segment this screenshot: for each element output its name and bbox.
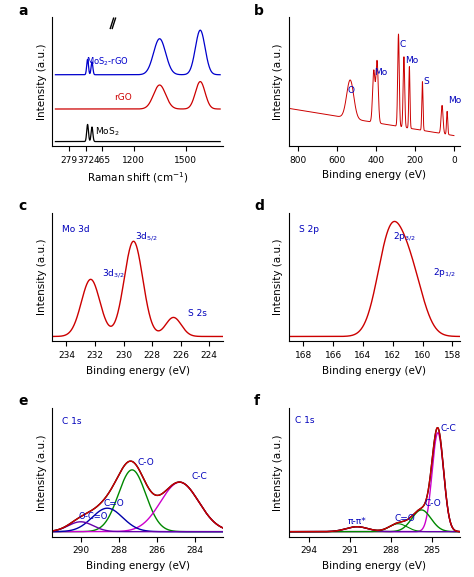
Text: C-C: C-C bbox=[191, 471, 207, 481]
Text: rGO: rGO bbox=[114, 93, 132, 102]
Y-axis label: Intensity (a.u.): Intensity (a.u.) bbox=[273, 239, 283, 315]
Text: C: C bbox=[400, 40, 406, 50]
Text: f: f bbox=[254, 395, 260, 409]
Text: π-π*: π-π* bbox=[347, 517, 366, 526]
X-axis label: Binding energy (eV): Binding energy (eV) bbox=[86, 561, 190, 571]
Text: 3d$_{5/2}$: 3d$_{5/2}$ bbox=[135, 231, 158, 243]
Text: b: b bbox=[254, 3, 264, 18]
Text: Mo: Mo bbox=[405, 56, 418, 65]
Text: MoS$_2$-rGO: MoS$_2$-rGO bbox=[86, 55, 129, 68]
Text: c: c bbox=[18, 199, 26, 213]
Y-axis label: Intensity (a.u.): Intensity (a.u.) bbox=[36, 43, 46, 120]
X-axis label: Binding energy (eV): Binding energy (eV) bbox=[322, 365, 426, 376]
Text: d: d bbox=[254, 199, 264, 213]
Text: C-O: C-O bbox=[424, 499, 441, 508]
Text: C 1s: C 1s bbox=[62, 417, 81, 425]
Text: 2p$_{1/2}$: 2p$_{1/2}$ bbox=[433, 266, 456, 279]
Y-axis label: Intensity (a.u.): Intensity (a.u.) bbox=[36, 434, 46, 511]
Y-axis label: Intensity (a.u.): Intensity (a.u.) bbox=[36, 239, 46, 315]
Y-axis label: Intensity (a.u.): Intensity (a.u.) bbox=[273, 434, 283, 511]
Text: e: e bbox=[18, 395, 27, 409]
Text: C 1s: C 1s bbox=[295, 416, 315, 425]
X-axis label: Binding energy (eV): Binding energy (eV) bbox=[322, 170, 426, 180]
Text: 3d$_{3/2}$: 3d$_{3/2}$ bbox=[102, 268, 125, 280]
Text: C=O: C=O bbox=[394, 514, 415, 523]
Text: Mo 3d: Mo 3d bbox=[62, 224, 90, 234]
Text: O: O bbox=[347, 87, 354, 95]
Text: C-C: C-C bbox=[441, 424, 456, 433]
Y-axis label: Intensity (a.u.): Intensity (a.u.) bbox=[273, 43, 283, 120]
Text: S: S bbox=[423, 77, 429, 87]
Text: a: a bbox=[18, 3, 27, 18]
Text: C=O: C=O bbox=[103, 499, 124, 508]
X-axis label: Binding energy (eV): Binding energy (eV) bbox=[322, 561, 426, 571]
Text: S 2s: S 2s bbox=[188, 309, 207, 317]
Text: MoS$_2$: MoS$_2$ bbox=[95, 126, 120, 138]
Text: S 2p: S 2p bbox=[299, 224, 319, 234]
Text: Mo: Mo bbox=[374, 69, 388, 77]
Text: 2p$_{3/2}$: 2p$_{3/2}$ bbox=[393, 231, 416, 243]
X-axis label: Binding energy (eV): Binding energy (eV) bbox=[86, 365, 190, 376]
X-axis label: Raman shift (cm$^{-1}$): Raman shift (cm$^{-1}$) bbox=[87, 170, 189, 185]
Text: C-O: C-O bbox=[138, 458, 155, 467]
Text: O-C=O: O-C=O bbox=[79, 512, 108, 521]
Text: Mo: Mo bbox=[448, 96, 462, 106]
